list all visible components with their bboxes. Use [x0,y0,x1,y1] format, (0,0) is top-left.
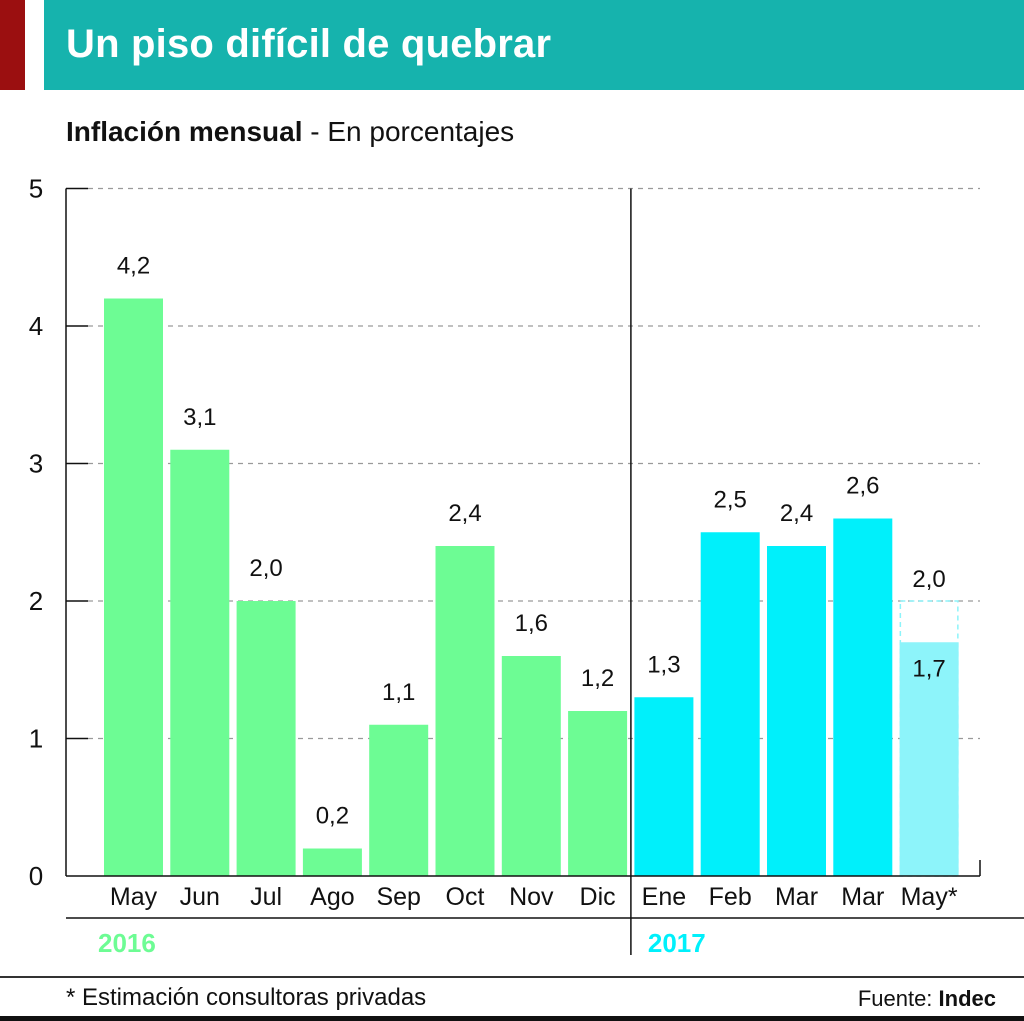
footnote: * Estimación consultoras privadas [66,984,427,1011]
x-tick-label: May [110,883,158,911]
title-band [44,0,1024,90]
subtitle-bold: Inflación mensual [66,116,303,147]
bar-value-label: 2,4 [448,500,481,527]
x-tick-label: Nov [509,883,554,911]
bar-value-label: 1,7 [912,655,945,682]
x-tick-label: Feb [709,883,752,911]
y-tick-label: 1 [29,724,43,754]
x-tick-label: Mar [775,883,818,911]
x-tick-label: Ene [642,883,686,911]
source-label: Fuente: [857,986,939,1011]
bar [833,518,893,876]
bar-value-label: 2,4 [780,500,813,527]
bar [369,724,429,876]
year-label-2017: 2017 [647,928,706,958]
source-credit: Fuente: Indec [858,986,996,1012]
x-tick-label: Sep [376,883,420,911]
bar [568,711,628,876]
x-tick-label: Ago [310,883,354,911]
bar-estimate [899,642,959,876]
x-tick-label: Dic [580,883,616,911]
x-tick-label: Oct [446,883,485,911]
bar [501,656,561,876]
y-tick-label: 5 [29,174,43,204]
bar [302,848,362,876]
bar [170,449,230,876]
bar [700,532,760,876]
y-tick-label: 0 [29,861,43,891]
bar-value-label: 2,0 [912,566,945,593]
bar-value-label: 1,6 [515,610,548,637]
bar-value-label: 1,3 [647,651,680,678]
bar-value-label: 2,5 [714,486,747,513]
x-tick-label: Mar [841,883,884,911]
bar-chart: 0 1 2 3 4 5 4,2 May 3,1 Jun 2,0 Jul 0,2 Ago 1,1 Sep 2,4 O… [29,174,1024,955]
x-tick-label: Jul [250,883,282,911]
bar [435,546,495,876]
subtitle-rest: - En porcentajes [302,116,515,147]
y-tick-label: 3 [29,449,43,479]
x-tick-label: May* [901,883,958,911]
bar [767,546,826,876]
y-tick-label: 4 [29,311,43,341]
bar-value-label: 0,2 [316,803,349,830]
bar [634,697,694,876]
bottom-rule [0,1016,1024,1021]
footer-divider [0,976,1024,978]
page-title: Un piso difícil de quebrar [66,22,552,66]
bar-value-label: 4,2 [117,253,150,280]
source-name: Indec [938,986,996,1011]
chart-subtitle: Inflación mensual - En porcentajes [66,116,514,148]
bar-value-label: 2,0 [249,555,282,582]
y-tick-label: 2 [29,586,43,616]
bar [236,601,296,876]
x-tick-label: Jun [180,883,220,911]
bar-value-label: 2,6 [846,473,879,500]
header-accent-bar [0,0,25,90]
bar [104,298,163,876]
bar-value-label: 1,2 [581,665,614,692]
bar-value-label: 3,1 [183,404,216,431]
bar-value-label: 1,1 [382,679,415,706]
year-label-2016: 2016 [98,928,156,958]
